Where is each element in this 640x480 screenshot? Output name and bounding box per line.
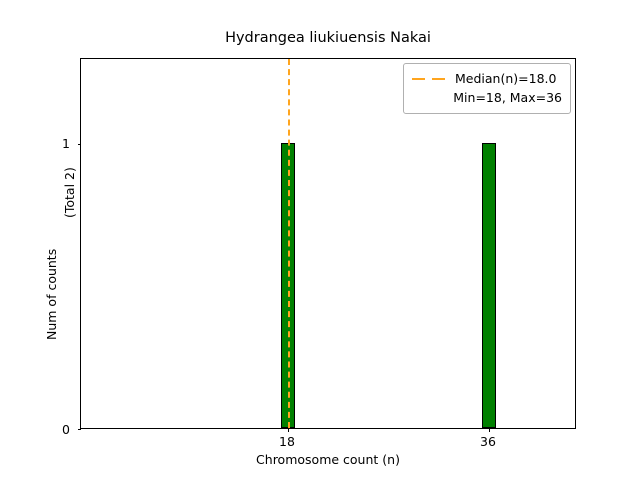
ytick-mark-1 [77,144,81,145]
x-axis-label: Chromosome count (n) [256,452,400,467]
xtick-mark-36 [488,428,490,432]
xtick-label-18: 18 [279,434,295,449]
legend[interactable]: Median(n)=18.0 Min=18, Max=36 [403,63,571,114]
legend-label-median: Median(n)=18.0 [455,71,557,86]
legend-item-minmax: Min=18, Max=36 [411,88,563,107]
median-line [287,59,290,428]
xtick-label-36: 36 [480,434,496,449]
ytick-mark-0 [77,428,81,430]
xtick-mark-18 [287,428,289,432]
bar-36[interactable] [481,143,496,428]
legend-label-minmax: Min=18, Max=36 [453,90,562,105]
page-title: Hydrangea liukiuensis Nakai [225,30,431,46]
plot-area: Median(n)=18.0 Min=18, Max=36 [77,58,576,432]
legend-item-median: Median(n)=18.0 [411,69,563,88]
y-axis-label-total: (Total 2) [62,167,77,218]
dashed-line-icon [411,73,447,85]
ytick-label-1: 1 [62,136,70,151]
ytick-label-0: 0 [62,422,70,437]
y-axis-label: Num of counts [44,248,59,340]
